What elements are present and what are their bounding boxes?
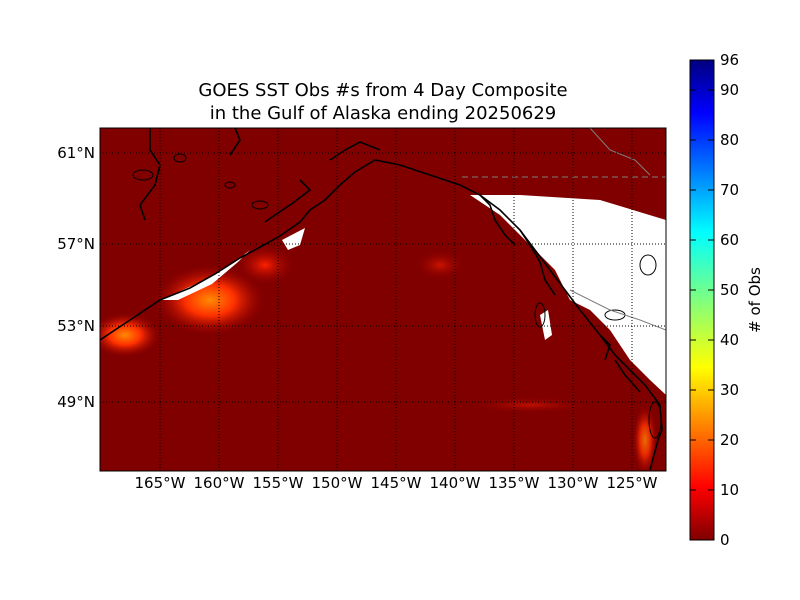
- colorbar-tick-40: 40: [720, 331, 740, 349]
- obs-patch-aleutian-west: [100, 313, 160, 357]
- obs-patch-east: [415, 250, 465, 280]
- lon-label-125: 125°W: [606, 474, 658, 492]
- map-title-line-2: in the Gulf of Alaska ending 20250629: [209, 103, 557, 124]
- colorbar-tick-70: 70: [720, 181, 740, 199]
- lon-label-155: 155°W: [252, 474, 304, 492]
- colorbar-tick-50: 50: [720, 281, 740, 299]
- lon-label-160: 160°W: [193, 474, 245, 492]
- colorbar-tick-30: 30: [720, 381, 740, 399]
- colorbar-tick-80: 80: [720, 131, 740, 149]
- coastlines: [100, 128, 663, 471]
- obs-patch-south: [470, 397, 590, 413]
- obs-patch-aleutian: [155, 265, 265, 335]
- graticule: [100, 128, 666, 471]
- colorbar-tick-90: 90: [720, 81, 740, 99]
- map-frame: [99, 127, 667, 472]
- colorbar-tick-60: 60: [720, 231, 740, 249]
- lon-label-140: 140°W: [429, 474, 481, 492]
- colorbar-ticks: [690, 89, 714, 491]
- lat-label-57: 57°N: [57, 235, 95, 253]
- lon-label-165: 165°W: [134, 474, 186, 492]
- no-data-region-kenai: [282, 228, 305, 250]
- lat-label-61: 61°N: [57, 144, 95, 162]
- no-data-region-island: [540, 310, 552, 340]
- lat-label-53: 53°N: [57, 317, 95, 335]
- colorbar-axis-label: # of Obs: [746, 267, 764, 333]
- map-title-line-1: GOES SST Obs #s from 4 Day Composite: [198, 80, 568, 101]
- colorbar-tick-10: 10: [720, 481, 740, 499]
- lon-label-135: 135°W: [488, 474, 540, 492]
- lon-label-130: 130°W: [547, 474, 599, 492]
- colorbar-tick-96: 96: [720, 51, 740, 69]
- lat-label-49: 49°N: [57, 393, 95, 411]
- colorbar-tick-0: 0: [720, 531, 730, 549]
- colorbar-tick-20: 20: [720, 431, 740, 449]
- obs-patch-coast-south: [633, 405, 657, 471]
- lon-label-145: 145°W: [370, 474, 422, 492]
- obs-patch-mid: [235, 245, 295, 285]
- lon-label-150: 150°W: [311, 474, 363, 492]
- colorbar: [689, 59, 715, 541]
